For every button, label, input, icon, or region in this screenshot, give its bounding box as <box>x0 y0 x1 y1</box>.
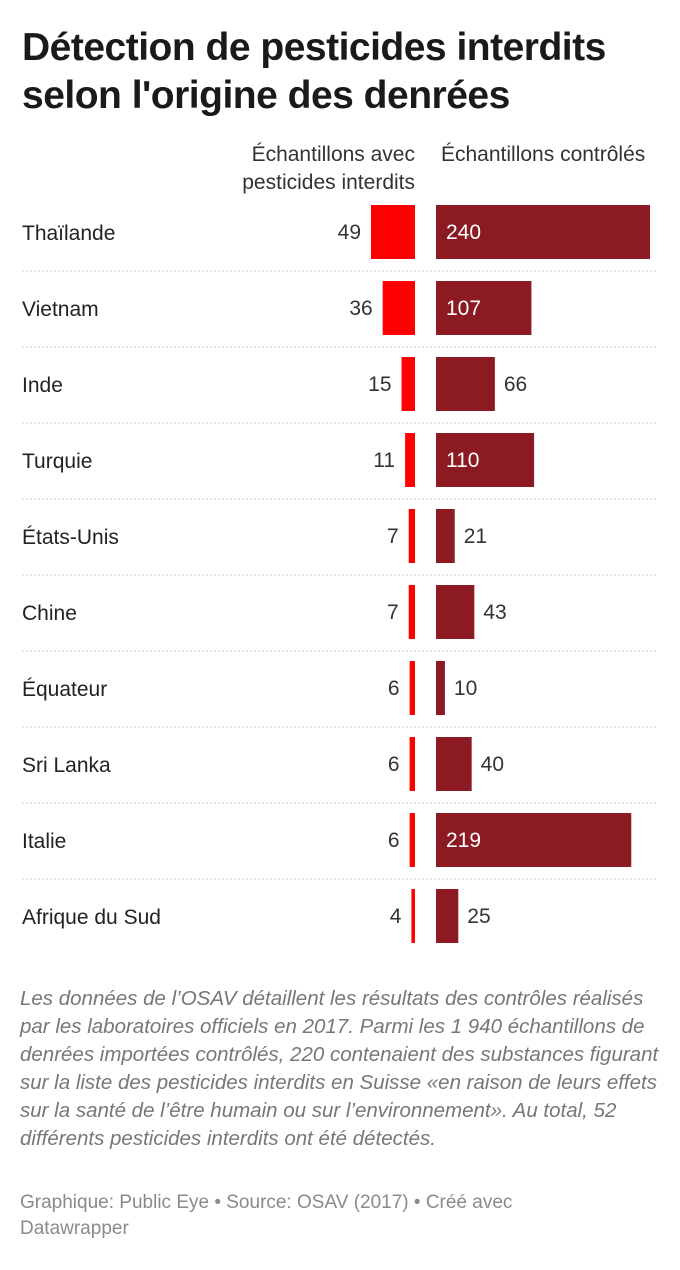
value-label-banned: 4 <box>390 905 402 928</box>
bar-banned <box>409 661 415 715</box>
value-label-banned: 7 <box>387 601 399 624</box>
bar-banned <box>408 585 415 639</box>
value-label-banned: 49 <box>338 221 361 244</box>
value-label-banned: 6 <box>388 829 400 852</box>
category-label: Sri Lanka <box>22 754 111 777</box>
category-label: Italie <box>22 830 66 853</box>
bar-controlled <box>436 661 445 715</box>
chart-source: Graphique: Public Eye • Source: OSAV (20… <box>20 1192 513 1239</box>
value-label-controlled: 10 <box>454 677 477 700</box>
bar-controlled <box>436 509 455 563</box>
chart-notes: Les données de l’OSAV détaillent les rés… <box>20 987 659 1150</box>
value-label-controlled: 43 <box>483 601 506 624</box>
value-label-banned: 11 <box>373 449 395 472</box>
category-label: Chine <box>22 602 77 625</box>
bar-controlled <box>436 889 459 943</box>
bar-controlled <box>436 281 532 335</box>
chart-title: Détection de pesticides interdits selon … <box>22 26 606 117</box>
category-label: Équateur <box>22 678 107 701</box>
value-label-banned: 6 <box>388 677 400 700</box>
bar-banned <box>411 889 415 943</box>
bar-banned <box>401 357 415 411</box>
bar-banned <box>409 813 415 867</box>
category-label: Turquie <box>22 450 92 473</box>
category-label: États-Unis <box>22 526 119 549</box>
bar-banned <box>382 281 415 335</box>
category-label: Thaïlande <box>22 222 115 245</box>
value-label-controlled: 25 <box>467 905 490 928</box>
bar-banned <box>405 433 415 487</box>
value-label-controlled: 219 <box>446 829 481 852</box>
bar-controlled <box>436 813 632 867</box>
value-label-controlled: 21 <box>464 525 487 548</box>
bar-controlled <box>436 357 495 411</box>
value-label-banned: 36 <box>349 297 372 320</box>
bar-banned <box>409 737 415 791</box>
value-label-controlled: 66 <box>504 373 527 396</box>
value-label-banned: 7 <box>387 525 399 548</box>
bar-controlled <box>436 205 650 259</box>
value-label-controlled: 40 <box>481 753 504 776</box>
bar-controlled <box>436 585 475 639</box>
bar-controlled <box>436 737 472 791</box>
column-header-banned: Échantillons avec pesticides interdits <box>242 143 415 194</box>
value-label-banned: 6 <box>388 753 400 776</box>
bar-banned <box>371 205 415 259</box>
value-label-controlled: 107 <box>446 297 481 320</box>
value-label-controlled: 240 <box>446 221 481 244</box>
value-label-banned: 15 <box>368 373 391 396</box>
column-header-controlled: Échantillons contrôlés <box>441 143 646 166</box>
value-label-controlled: 110 <box>446 449 479 472</box>
category-label: Afrique du Sud <box>22 906 161 929</box>
category-label: Inde <box>22 374 63 397</box>
bar-banned <box>408 509 415 563</box>
category-label: Vietnam <box>22 298 99 321</box>
bar-controlled <box>436 433 535 487</box>
